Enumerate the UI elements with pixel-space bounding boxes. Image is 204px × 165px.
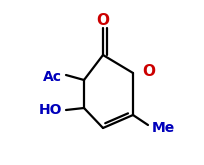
Text: O: O [96, 13, 109, 28]
Text: Me: Me [151, 121, 174, 135]
Text: O: O [141, 65, 154, 80]
Text: HO: HO [38, 103, 62, 117]
Text: Ac: Ac [43, 70, 62, 84]
